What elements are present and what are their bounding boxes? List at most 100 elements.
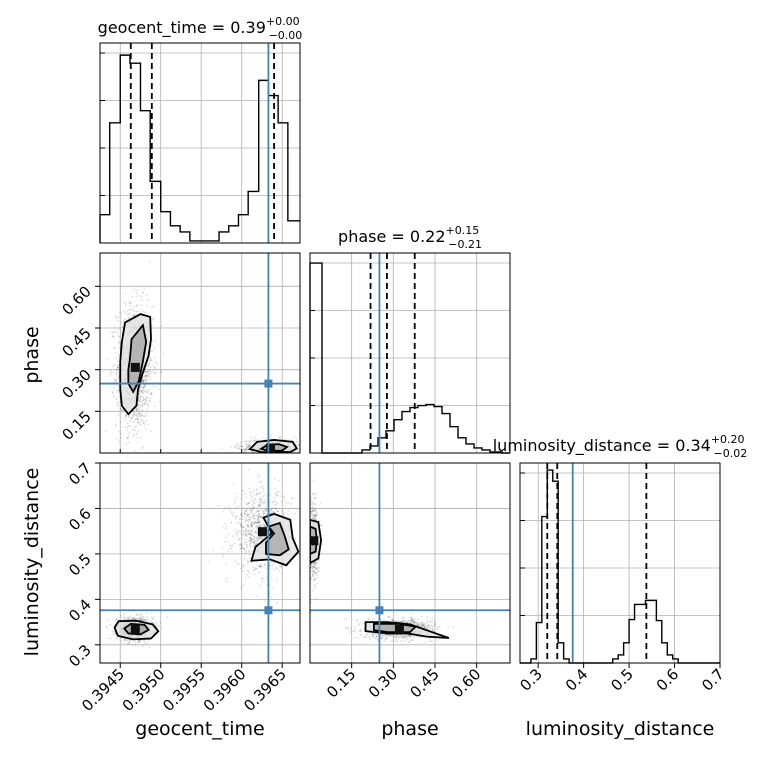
sample-point (260, 515, 263, 518)
sample-point (248, 532, 251, 534)
sample-point (245, 446, 248, 449)
sample-point (117, 334, 120, 337)
sample-point (114, 632, 117, 635)
sample-point (243, 557, 246, 560)
sample-point (115, 372, 118, 375)
sample-point (130, 417, 133, 420)
sample-point (145, 428, 148, 430)
sample-point (132, 412, 135, 414)
histogram-steps (520, 469, 720, 664)
sample-point (122, 325, 124, 327)
sample-point (242, 534, 245, 537)
sample-point (144, 371, 147, 374)
sample-point (248, 543, 251, 546)
sample-point (259, 492, 261, 495)
sample-point (229, 510, 232, 512)
sample-point (262, 537, 265, 540)
sample-point (238, 517, 241, 520)
sample-point (395, 637, 398, 640)
sample-point (128, 639, 131, 641)
sample-point (246, 545, 248, 548)
sample-point (222, 526, 225, 529)
sample-point (263, 563, 266, 566)
sample-point (256, 492, 259, 495)
sample-point (262, 512, 265, 515)
sample-point (246, 514, 249, 517)
sample-point (116, 366, 119, 369)
sample-point (236, 442, 239, 445)
sample-point (259, 499, 262, 502)
sample-point (227, 550, 230, 552)
sample-point (380, 619, 382, 622)
sample-point (246, 507, 249, 510)
sample-point (381, 637, 384, 639)
sample-point (406, 635, 408, 637)
sample-point (250, 561, 253, 564)
sample-point (135, 304, 138, 307)
sample-point (255, 567, 258, 570)
sample-point (257, 504, 259, 507)
sample-point (276, 494, 279, 497)
sample-point (137, 404, 140, 407)
sample-point (238, 521, 240, 524)
sample-point (133, 412, 136, 415)
panel-frame (99, 252, 301, 454)
sample-point (141, 292, 144, 295)
sample-point (253, 538, 255, 541)
sample-point (242, 563, 245, 566)
sample-point (122, 310, 125, 312)
sample-point (254, 531, 257, 534)
sample-point (141, 310, 144, 313)
sample-point (141, 380, 143, 382)
sample-point (252, 506, 255, 509)
sample-point (253, 502, 256, 505)
sample-point (398, 636, 401, 639)
sample-point (241, 545, 243, 548)
sample-point (129, 302, 132, 304)
sample-point (242, 547, 245, 550)
sample-point (256, 492, 259, 495)
sample-point (146, 423, 149, 426)
panel-geocent-time-vs-luminosity-distance (99, 462, 301, 664)
sample-point (251, 516, 253, 519)
sample-point (254, 521, 257, 524)
sample-point (257, 515, 260, 518)
sample-point (406, 621, 409, 624)
sample-point (146, 370, 149, 373)
sample-point (264, 600, 266, 603)
sample-point (403, 620, 405, 622)
sample-point (112, 371, 114, 374)
sample-point (162, 352, 165, 355)
sample-point (142, 396, 145, 399)
sample-point (245, 519, 247, 521)
sample-point (272, 500, 275, 503)
sample-point (152, 349, 155, 352)
sample-point (236, 531, 239, 534)
sample-point (146, 377, 149, 380)
sample-point (375, 638, 378, 640)
sample-point (122, 409, 124, 411)
sample-point (269, 493, 271, 496)
sample-point (231, 535, 234, 538)
sample-point (396, 640, 399, 643)
sample-point (232, 514, 235, 517)
sample-point (146, 396, 149, 399)
sample-point (139, 639, 141, 642)
sample-point (273, 497, 276, 500)
sample-point (249, 516, 252, 519)
sample-point (144, 311, 147, 314)
sample-point (247, 529, 250, 532)
sample-point (385, 637, 388, 639)
sample-point (253, 535, 255, 538)
sample-point (153, 367, 156, 370)
sample-point (133, 617, 136, 619)
sample-point (139, 395, 142, 398)
sample-point (261, 577, 264, 580)
sample-point (245, 533, 247, 536)
hist-panel-luminosity-distance (519, 462, 721, 664)
sample-point (258, 512, 261, 515)
sample-point (253, 568, 256, 571)
sample-point (120, 640, 123, 643)
sample-point (261, 577, 264, 580)
